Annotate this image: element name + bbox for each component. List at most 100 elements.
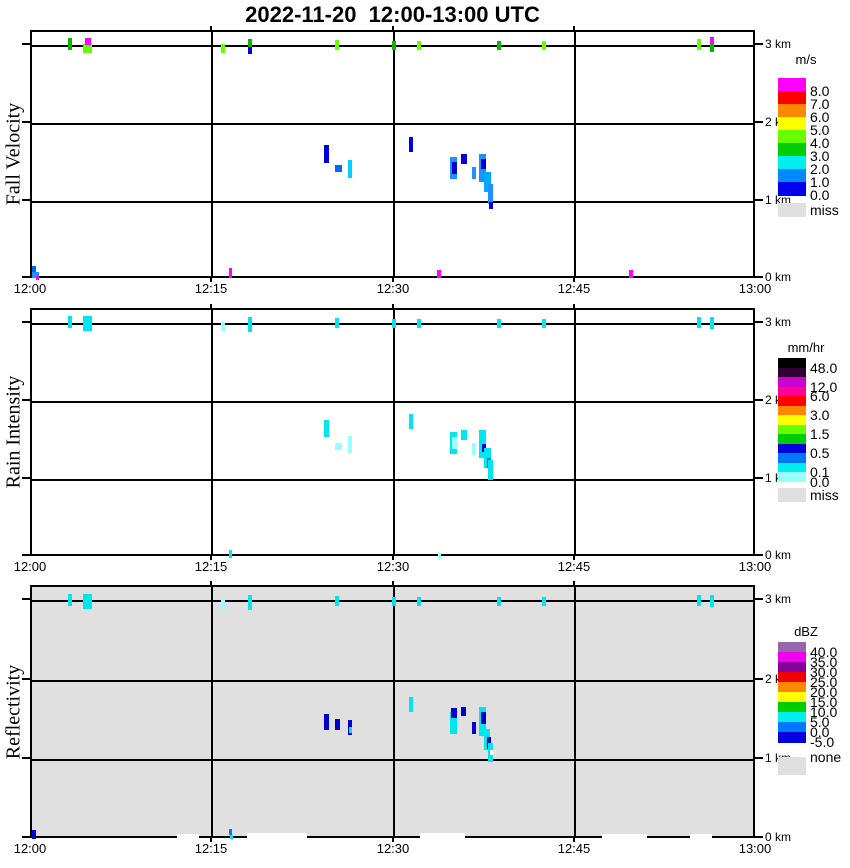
legend-color-box: [778, 78, 806, 92]
legend-missing-label: none: [810, 749, 842, 765]
height-gridline: [32, 479, 753, 481]
echo-mark: [710, 37, 714, 44]
time-gridline: [211, 310, 213, 554]
legend-color-box: [778, 692, 806, 703]
legend-value-label: 6.0: [810, 109, 830, 125]
legend-missing-box: [778, 757, 806, 775]
echo-mark: [409, 414, 413, 429]
legend-color-box: [778, 130, 806, 144]
legend-title-mmhr: mm/hr: [787, 340, 825, 355]
legend-value-label: 0.5: [810, 445, 830, 461]
echo-mark: [409, 137, 413, 152]
y-tick-mark: [22, 121, 30, 123]
echo-mark: [542, 319, 546, 328]
echo-mark: [221, 44, 225, 53]
x-tick-mark: [210, 838, 212, 842]
legend-value-label: 12.0: [810, 379, 838, 395]
x-tick-label: 12:45: [557, 841, 591, 856]
y-tick-label: 0 km: [765, 830, 792, 844]
y-tick-mark: [755, 477, 763, 479]
echo-mark: [392, 597, 396, 606]
y-tick-mark: [22, 399, 30, 401]
legend-value-label: 0.0: [810, 187, 830, 203]
x-tick-mark: [573, 278, 575, 282]
y-axis-title-fall-velocity: Fall Velocity: [2, 102, 25, 206]
echo-mark: [697, 317, 701, 328]
y-tick-mark: [22, 276, 30, 278]
x-tick-label: 12:00: [13, 281, 47, 296]
legend-value-label: 40.0: [810, 644, 838, 660]
fall-velocity-panel: [30, 30, 755, 280]
x-tick-label: 13:00: [738, 841, 772, 856]
legend-value-label: 15.0: [810, 694, 838, 710]
echo-mark: [472, 722, 476, 734]
legend-value-label: 8.0: [810, 83, 830, 99]
height-gridline: [32, 759, 753, 761]
echo-mark: [68, 594, 72, 606]
legend-value-label: 7.0: [810, 96, 830, 112]
legend-missing-label: miss: [810, 202, 839, 218]
echo-mark: [484, 172, 491, 192]
echo-mark: [335, 40, 339, 50]
y-tick-mark: [22, 678, 30, 680]
x-tick-mark: [573, 304, 575, 308]
y-tick-mark: [755, 121, 763, 123]
x-tick-label: 12:30: [376, 281, 410, 296]
x-tick-label: 12:30: [376, 841, 410, 856]
echo-mark: [417, 597, 421, 606]
x-tick-mark: [210, 304, 212, 308]
echo-mark: [437, 270, 441, 278]
echo-mark: [542, 41, 546, 50]
legend-value-label: 25.0: [810, 674, 838, 690]
legend-value-label: 3.0: [810, 407, 830, 423]
echo-mark: [488, 460, 493, 480]
legend-color-box: [778, 642, 806, 653]
echo-mark: [335, 719, 340, 730]
echo-mark: [229, 829, 232, 835]
legend-value-label: 0.0: [810, 724, 830, 740]
legend-color-box: [778, 415, 806, 425]
echo-mark: [497, 597, 501, 606]
echo-mark: [229, 550, 232, 558]
legend-color-box: [778, 182, 806, 196]
legend-color-box: [778, 712, 806, 723]
legend-color-box: [778, 117, 806, 131]
echo-mark: [461, 430, 467, 440]
height-gridline: [32, 680, 753, 682]
x-tick-label: 12:00: [13, 841, 47, 856]
echo-mark: [697, 595, 701, 606]
legend-color-box: [778, 104, 806, 118]
legend-value-label: -5.0: [810, 734, 835, 750]
y-tick-label: 3 km: [765, 592, 792, 606]
x-tick-label: 12:15: [194, 841, 228, 856]
legend-color-box: [778, 682, 806, 693]
echo-mark: [420, 833, 465, 839]
echo-mark: [248, 317, 252, 332]
echo-mark: [417, 319, 421, 328]
echo-mark: [247, 833, 307, 839]
y-tick-mark: [22, 598, 30, 600]
reflectivity-panel: [30, 585, 755, 839]
height-gridline: [32, 201, 753, 203]
echo-mark: [248, 595, 252, 610]
echo-mark: [324, 145, 329, 163]
echo-mark: [392, 41, 396, 50]
echo-mark: [248, 47, 252, 54]
echo-mark: [229, 268, 232, 278]
x-tick-mark: [573, 556, 575, 560]
legend-color-box: [778, 444, 806, 454]
legend-value-label: 5.0: [810, 714, 830, 730]
legend-value-label: 5.0: [810, 122, 830, 138]
legend-color-box: [778, 722, 806, 733]
legend-value-label: 4.0: [810, 135, 830, 151]
x-tick-label: 12:45: [557, 281, 591, 296]
y-axis-title-rain-intensity: Rain Intensity: [2, 375, 25, 489]
x-tick-mark: [392, 556, 394, 560]
height-gridline: [32, 401, 753, 403]
legend-missing-label: miss: [810, 487, 839, 503]
y-tick-mark: [755, 199, 763, 201]
echo-mark: [392, 319, 396, 328]
legend-color-box: [778, 358, 806, 368]
legend-value-label: 1.5: [810, 426, 830, 442]
